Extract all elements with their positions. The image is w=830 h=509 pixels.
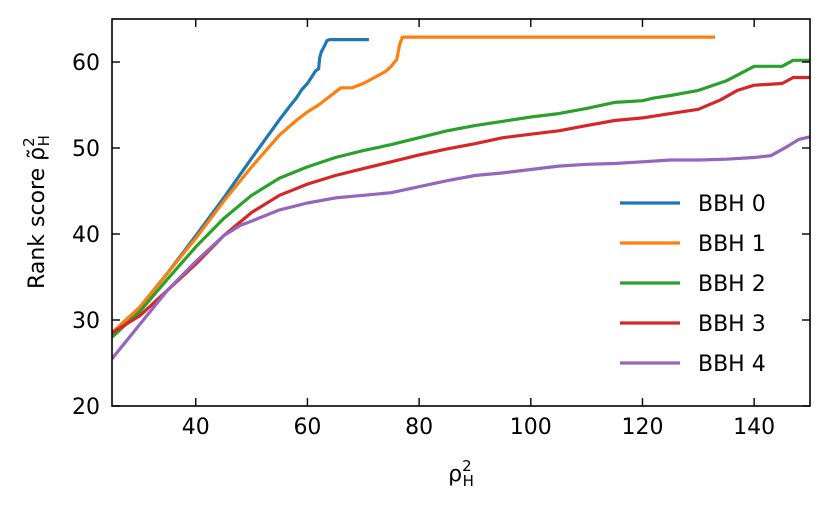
legend-label: BBH 4 [698, 352, 766, 377]
y-tick-label: 30 [72, 309, 100, 334]
x-tick-label: 140 [733, 415, 775, 440]
x-tick-label: 80 [405, 415, 433, 440]
legend-label: BBH 0 [698, 192, 766, 217]
legend-label: BBH 1 [698, 232, 766, 257]
y-tick-label: 60 [72, 51, 100, 76]
series-line-bbh-0 [112, 37, 369, 335]
legend-label: BBH 2 [698, 272, 766, 297]
x-tick-label: 100 [510, 415, 552, 440]
y-axis-label: Rank score ρ̃2H [20, 135, 53, 289]
legend: BBH 0 BBH 1 BBH 2 BBH 3 BBH 4 [620, 192, 766, 377]
y-tick-label: 40 [72, 223, 100, 248]
legend-label: BBH 3 [698, 312, 766, 337]
plot-frame [111, 18, 811, 407]
series-line-bbh-1 [112, 35, 716, 335]
y-tick-label: 20 [72, 395, 100, 420]
series-layer [112, 35, 810, 360]
y-tick-label: 50 [72, 137, 100, 162]
x-tick-label: 120 [621, 415, 663, 440]
x-tick-label: 60 [293, 415, 321, 440]
series-line-bbh-4 [112, 135, 810, 360]
series-line-bbh-2 [112, 58, 810, 339]
tick-layer: 40 60 80 100 120 140 20 30 40 50 60 [72, 19, 810, 440]
series-line-bbh-3 [112, 75, 810, 335]
x-axis-label: ρ2 H [448, 457, 474, 490]
x-tick-label: 40 [182, 415, 210, 440]
